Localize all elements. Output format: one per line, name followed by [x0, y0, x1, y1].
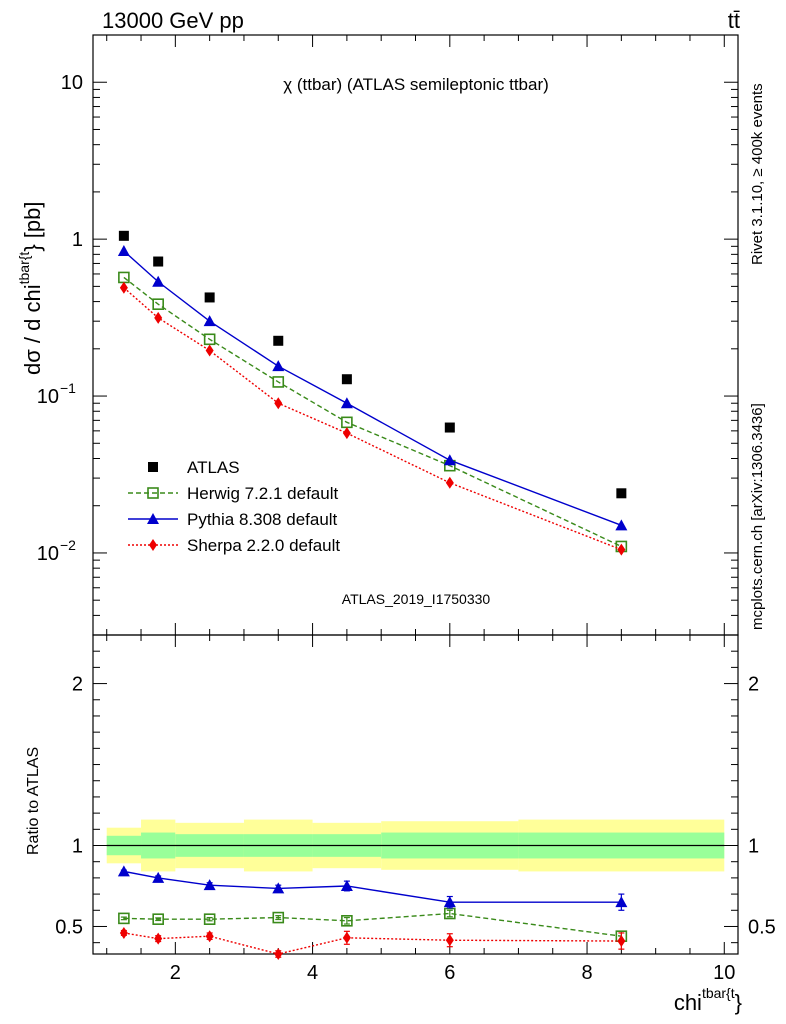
- mcplots-label: mcplots.cern.ch [arXiv:1306.3436]: [749, 403, 766, 630]
- x-axis-title-sup: tbar{t: [702, 985, 735, 1001]
- x-tick-label: 4: [307, 962, 318, 984]
- ratio-y-tick-label: 0.5: [55, 916, 83, 938]
- herwig-ratio-point: [152, 913, 164, 925]
- herwig-ratio-point: [203, 913, 216, 925]
- pythia-legend-label: Pythia 8.308 default: [187, 510, 338, 529]
- x-tick-label: 2: [170, 962, 181, 984]
- rivet-label: Rivet 3.1.10, ≥ 400k events: [749, 83, 766, 265]
- x-axis-title-sub: }: [735, 990, 742, 1015]
- pythia-point: [152, 275, 165, 287]
- x-tick-label: 8: [581, 962, 592, 984]
- herwig-point: [152, 298, 164, 310]
- herwig-ratio-point: [444, 907, 456, 920]
- sherpa-ratio-point: [205, 930, 214, 943]
- pythia-ratio-point: [152, 871, 165, 883]
- y-tick-label: 10: [37, 543, 59, 565]
- y-tick-label: 1: [72, 229, 83, 251]
- pythia-point: [203, 315, 216, 327]
- atlas-point: [153, 256, 164, 267]
- sherpa-ratio-point: [154, 932, 163, 945]
- pythia-legend-marker: [147, 513, 159, 524]
- sherpa-legend-label: Sherpa 2.2.0 default: [187, 536, 340, 555]
- chart-title: χ (ttbar) (ATLAS semileptonic ttbar): [283, 75, 549, 94]
- ratio-y-axis-title: Ratio to ATLAS: [25, 747, 42, 855]
- y-axis-title-sub: } [pb]: [20, 202, 45, 252]
- pythia-ratio-point: [340, 879, 353, 891]
- pythia-ratio-point: [272, 882, 285, 894]
- herwig-ratio-point: [272, 911, 285, 924]
- ratio-panel: 2 4 6 8 10 2 2 1 1 0.5 0.5: [55, 634, 776, 984]
- herwig-line: [123, 276, 622, 548]
- header-process: tt̄: [728, 8, 740, 33]
- pythia-ratio-point: [203, 879, 216, 891]
- sherpa-point: [205, 344, 214, 357]
- herwig-point: [203, 333, 216, 346]
- herwig-ratio-line: [123, 912, 622, 937]
- herwig-ratio-point: [341, 915, 353, 927]
- sherpa-point: [342, 427, 351, 440]
- header-energy: 13000 GeV pp: [102, 8, 244, 33]
- y-tick-exponent: −2: [60, 537, 76, 553]
- pythia-ratio-line: [123, 870, 622, 903]
- y-axis-title-main: dσ / d chi: [20, 284, 45, 375]
- pythia-ratio-point: [615, 896, 628, 908]
- sherpa-ratio-line: [123, 932, 622, 955]
- ratio-y-tick-label-right: 2: [748, 674, 759, 696]
- herwig-legend-label: Herwig 7.2.1 default: [187, 484, 338, 503]
- sherpa-ratio-point: [342, 931, 351, 944]
- sherpa-ratio-point: [445, 934, 454, 947]
- y-axis-title-sup: tbar{t: [16, 252, 32, 285]
- sherpa-point: [119, 281, 128, 294]
- pythia-point: [443, 454, 456, 466]
- sherpa-ratio-point: [119, 926, 128, 939]
- herwig-ratio-point: [118, 912, 130, 925]
- pythia-point: [272, 360, 285, 372]
- pythia-point: [117, 245, 130, 257]
- watermark: ATLAS_2019_I1750330: [342, 591, 491, 607]
- x-tick-label: 10: [713, 962, 735, 984]
- sherpa-point: [274, 397, 283, 410]
- ratio-frame: [92, 634, 739, 955]
- pythia-point: [615, 519, 628, 531]
- sherpa-ratio-point: [617, 935, 626, 948]
- x-tick-label: 6: [444, 962, 455, 984]
- y-tick-exponent: −1: [60, 380, 76, 396]
- atlas-point: [616, 488, 627, 499]
- y-tick-label: 10: [61, 72, 83, 94]
- atlas-legend-marker: [148, 462, 158, 472]
- pythia-ratio-point: [117, 865, 130, 877]
- x-axis-title: chitbar{t}: [674, 985, 742, 1015]
- y-axis-title: dσ / d chitbar{t} [pb]: [16, 202, 45, 375]
- atlas-point: [273, 335, 284, 346]
- sherpa-point: [617, 543, 626, 556]
- sherpa-ratio-point: [274, 948, 283, 960]
- herwig-point: [272, 376, 285, 388]
- ratio-y-tick-label-right: 0.5: [748, 916, 776, 938]
- x-axis-title-main: chi: [674, 990, 702, 1015]
- atlas-point: [204, 292, 215, 303]
- atlas-point: [444, 422, 455, 433]
- ratio-y-tick-label-right: 1: [748, 836, 759, 858]
- sherpa-legend-marker: [149, 539, 157, 551]
- herwig-legend-marker: [147, 487, 159, 499]
- pythia-point: [340, 397, 353, 409]
- atlas-point: [118, 230, 129, 241]
- y-tick-label: 10: [37, 386, 59, 408]
- pythia-ratio-point: [443, 896, 456, 908]
- atlas-legend-label: ATLAS: [187, 458, 240, 477]
- legend: ATLAS Herwig 7.2.1 default Pythia 8.308 de…: [128, 458, 340, 555]
- sherpa-point: [154, 311, 163, 324]
- ratio-y-tick-label: 1: [72, 836, 83, 858]
- ratio-y-tick-label: 2: [72, 674, 83, 696]
- sherpa-point: [445, 476, 454, 489]
- atlas-point: [341, 374, 352, 385]
